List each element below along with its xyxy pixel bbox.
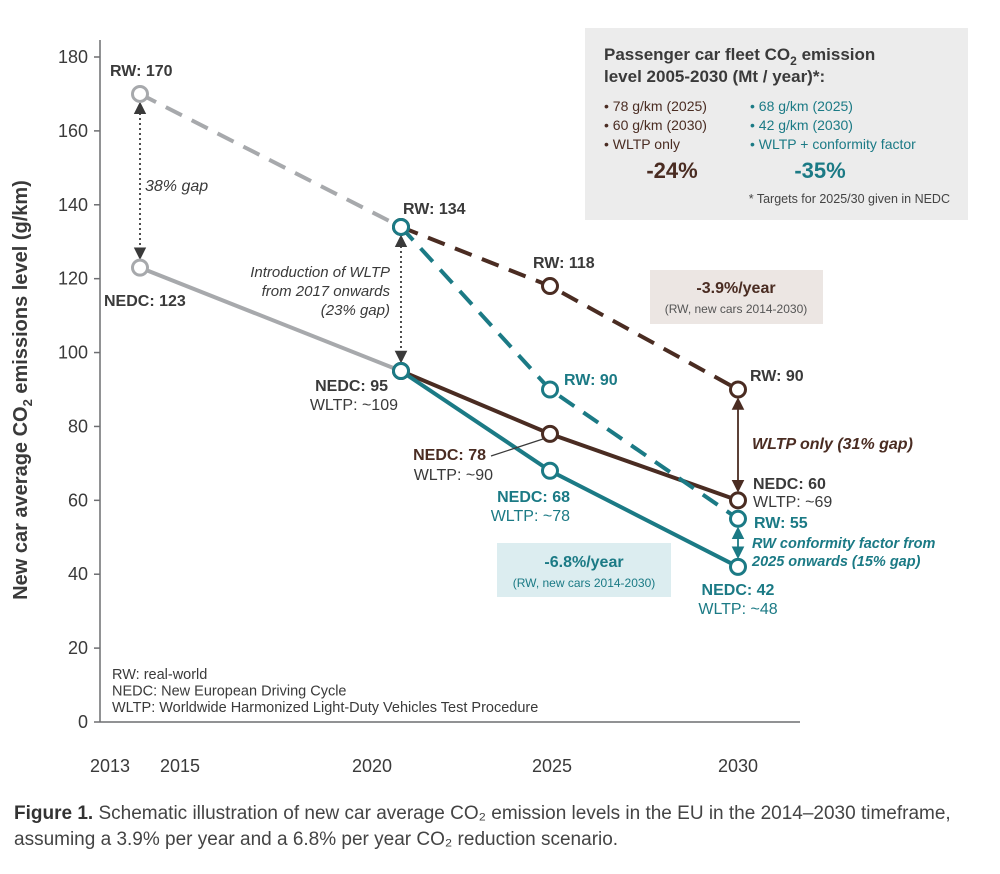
point-label: WLTP: ~109 [310, 397, 398, 414]
axes: 0 20 40 60 80 100 120 140 160 180 2013 2015 2020 2025… [10, 40, 800, 776]
data-point-brown-dashed [541, 277, 559, 296]
point-label: NEDC: 60 [753, 476, 826, 493]
data-point-teal-solid [729, 557, 747, 576]
point-label: RW: 118 [533, 255, 595, 272]
rate-box-teal-value: -6.8%/year [544, 554, 623, 571]
point-labels: RW: 170 NEDC: 123 RW: 134 NEDC: 95 WLTP: ~10… [104, 63, 832, 618]
gap-label: RW conformity factor from [752, 536, 936, 552]
y-axis-label: New car average CO2 emissions level (g/k… [10, 180, 35, 600]
y-tick-label: 80 [68, 416, 88, 436]
point-label: NEDC: 78 [413, 447, 486, 464]
point-label: WLTP: ~78 [491, 508, 570, 525]
rate-box-brown-value: -3.9%/year [696, 280, 775, 297]
point-label: RW: 90 [564, 372, 618, 389]
gap-label: from 2017 onwards [262, 283, 391, 300]
x-tick-label: 2015 [160, 756, 200, 776]
caption-label: Figure 1. [14, 803, 94, 824]
fleet-box [585, 28, 968, 220]
data-point-brown-solid [541, 424, 559, 443]
fleet-left-item: • WLTP only [604, 136, 680, 152]
series-points [131, 84, 747, 576]
data-point-teal-dashed [541, 380, 559, 399]
fleet-right-item: • WLTP + conformity factor [750, 136, 916, 152]
series-line-grey-solid [139, 265, 402, 373]
rate-box-brown-note: (RW, new cars 2014-2030) [665, 302, 808, 316]
data-point-teal-dashed [729, 509, 747, 528]
y-tick-label: 100 [58, 343, 88, 363]
x-tick-label: 2020 [352, 756, 392, 776]
point-label: WLTP: ~90 [414, 467, 493, 484]
point-label: RW: 170 [110, 63, 173, 80]
fleet-right-value: -35% [794, 158, 845, 183]
fleet-right-item: • 68 g/km (2025) [750, 98, 853, 114]
gap-arrows: 38% gap Introduction of WLTP from 2017 onw… [133, 101, 936, 570]
y-tick-label: 20 [68, 638, 88, 658]
x-tick-label: 2025 [532, 756, 572, 776]
caption-text: Schematic illustration of new car averag… [14, 803, 951, 850]
fleet-box-title-2: level 2005-2030 (Mt / year)*: [604, 67, 825, 86]
y-tick-label: 180 [58, 47, 88, 67]
point-label: RW: 90 [750, 368, 804, 385]
gap-label: 38% gap [145, 178, 208, 195]
fleet-left-item: • 78 g/km (2025) [604, 98, 707, 114]
point-label: NEDC: 123 [104, 293, 186, 310]
fleet-left-value: -24% [646, 158, 697, 183]
legend-note: WLTP: Worldwide Harmonized Light-Duty Ve… [112, 700, 538, 716]
fleet-left-item: • 60 g/km (2030) [604, 117, 707, 133]
y-tick-label: 160 [58, 121, 88, 141]
gap-label: WLTP only (31% gap) [752, 436, 913, 453]
rate-box-teal [497, 543, 671, 597]
legend-note: NEDC: New European Driving Cycle [112, 684, 347, 700]
y-tick-label: 60 [68, 490, 88, 510]
point-label: NEDC: 95 [315, 378, 388, 395]
y-tick-label: 40 [68, 564, 88, 584]
legend-note: RW: real-world [112, 667, 207, 683]
rate-box-teal-note: (RW, new cars 2014-2030) [513, 576, 656, 590]
leader-line [490, 438, 544, 457]
data-point-grey-dashed [131, 84, 149, 103]
rate-box-brown [650, 270, 823, 324]
fleet-footnote: * Targets for 2025/30 given in NEDC [749, 192, 950, 206]
y-tick-label: 140 [58, 195, 88, 215]
data-point-brown-dashed [729, 380, 747, 399]
point-label: RW: 134 [403, 201, 466, 218]
gap-label: (23% gap) [321, 302, 390, 319]
y-tick-label: 0 [78, 712, 88, 732]
data-point-brown-solid [729, 491, 747, 510]
x-tick-label: 2030 [718, 756, 758, 776]
data-point-teal-solid [541, 461, 559, 480]
point-label: WLTP: ~48 [698, 601, 777, 618]
point-label: WLTP: ~69 [753, 494, 832, 511]
point-label: RW: 55 [754, 515, 808, 532]
gap-label: Introduction of WLTP [250, 264, 390, 281]
data-point-teal-dashed [392, 217, 410, 236]
point-label: NEDC: 68 [497, 489, 570, 506]
x-tick-label: 2013 [90, 756, 130, 776]
gap-label: 2025 onwards (15% gap) [751, 554, 921, 570]
figure-caption: Figure 1. Schematic illustration of new … [14, 801, 989, 853]
point-label: NEDC: 42 [702, 582, 775, 599]
fleet-right-item: • 42 g/km (2030) [750, 117, 853, 133]
y-tick-label: 120 [58, 269, 88, 289]
fleet-box-title: Passenger car fleet CO2 emission [604, 45, 875, 68]
data-point-grey-solid [131, 258, 149, 277]
series-line-grey-dashed [139, 92, 402, 229]
data-point-teal-solid [392, 362, 410, 381]
